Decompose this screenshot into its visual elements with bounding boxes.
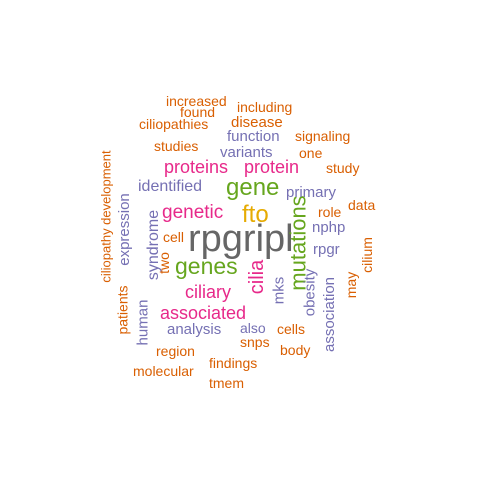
word-ciliary: ciliary [185, 282, 232, 302]
word-gene: gene [226, 174, 280, 201]
word-one: one [299, 145, 323, 161]
word-cilium: cilium [358, 237, 375, 273]
word-function: function [227, 128, 280, 145]
word-cell: cell [163, 229, 185, 245]
word-molecular: molecular [133, 363, 194, 379]
word-ciliopathy-development: ciliopathy development [98, 150, 114, 283]
word-mks: mks [270, 276, 288, 305]
word-may: may [343, 271, 360, 299]
word-role: role [318, 204, 342, 220]
word-cilia: cilia [246, 259, 269, 295]
word-nphp: nphp [312, 219, 346, 236]
word-genes: genes [175, 253, 238, 279]
word-ciliopathies: ciliopathies [139, 116, 209, 132]
word-findings: findings [209, 355, 258, 371]
word-region: region [156, 343, 195, 359]
word-associated: associated [160, 303, 247, 323]
word-rpgripl: rpgripl [188, 218, 294, 260]
word-cells: cells [277, 321, 306, 337]
word-study: study [326, 160, 360, 176]
word-primary: primary [286, 184, 337, 201]
word-including: including [237, 99, 293, 115]
word-found: found [180, 104, 216, 120]
word-snps: snps [240, 334, 270, 350]
word-disease: disease [231, 114, 283, 131]
word-tmem: tmem [209, 375, 244, 391]
word-studies: studies [154, 138, 199, 154]
word-analysis: analysis [167, 321, 222, 338]
word-expression: expression [115, 193, 133, 266]
word-signaling: signaling [295, 128, 351, 144]
word-identified: identified [138, 178, 203, 195]
word-body: body [280, 342, 311, 358]
word-obesity: obesity [301, 268, 319, 317]
word-patients: patients [114, 285, 131, 335]
word-fto: fto [242, 201, 269, 228]
word-variants: variants [220, 144, 273, 161]
word-protein: protein [244, 157, 300, 177]
word-rpgr: rpgr [313, 241, 340, 258]
word-also: also [240, 320, 266, 336]
word-two: two [155, 252, 172, 274]
word-genetic: genetic [162, 202, 224, 223]
word-human: human [134, 299, 152, 346]
word-data: data [348, 197, 376, 213]
word-increased: increased [166, 93, 227, 109]
word-proteins: proteins [164, 157, 229, 177]
word-association: association [321, 276, 339, 353]
